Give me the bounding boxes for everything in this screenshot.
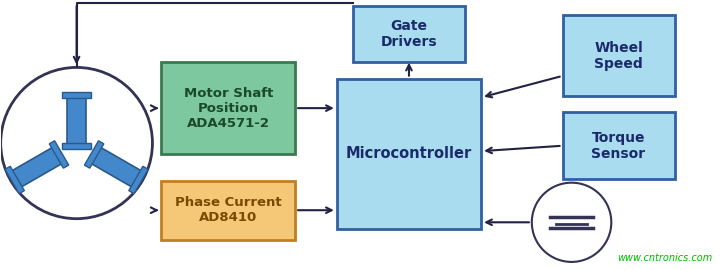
Polygon shape xyxy=(85,141,104,168)
FancyBboxPatch shape xyxy=(563,112,675,179)
Text: Wheel
Speed: Wheel Speed xyxy=(594,41,643,71)
Polygon shape xyxy=(67,95,86,146)
Polygon shape xyxy=(129,166,148,194)
Text: Gate
Drivers: Gate Drivers xyxy=(381,19,437,49)
FancyBboxPatch shape xyxy=(353,6,465,62)
Text: Torque
Sensor: Torque Sensor xyxy=(592,131,646,161)
Polygon shape xyxy=(62,92,90,98)
Polygon shape xyxy=(90,146,143,188)
FancyBboxPatch shape xyxy=(161,62,295,154)
Text: www.cntronics.com: www.cntronics.com xyxy=(618,253,712,263)
Polygon shape xyxy=(10,146,64,188)
Polygon shape xyxy=(62,143,90,149)
Text: Microcontroller: Microcontroller xyxy=(346,146,472,161)
Polygon shape xyxy=(49,141,69,168)
FancyBboxPatch shape xyxy=(337,79,481,229)
Ellipse shape xyxy=(1,68,153,219)
Text: Motor Shaft
Position
ADA4571-2: Motor Shaft Position ADA4571-2 xyxy=(184,87,273,130)
FancyBboxPatch shape xyxy=(563,15,675,96)
Text: Phase Current
AD8410: Phase Current AD8410 xyxy=(175,196,282,224)
Ellipse shape xyxy=(532,183,611,262)
FancyBboxPatch shape xyxy=(161,181,295,240)
Polygon shape xyxy=(5,166,25,194)
